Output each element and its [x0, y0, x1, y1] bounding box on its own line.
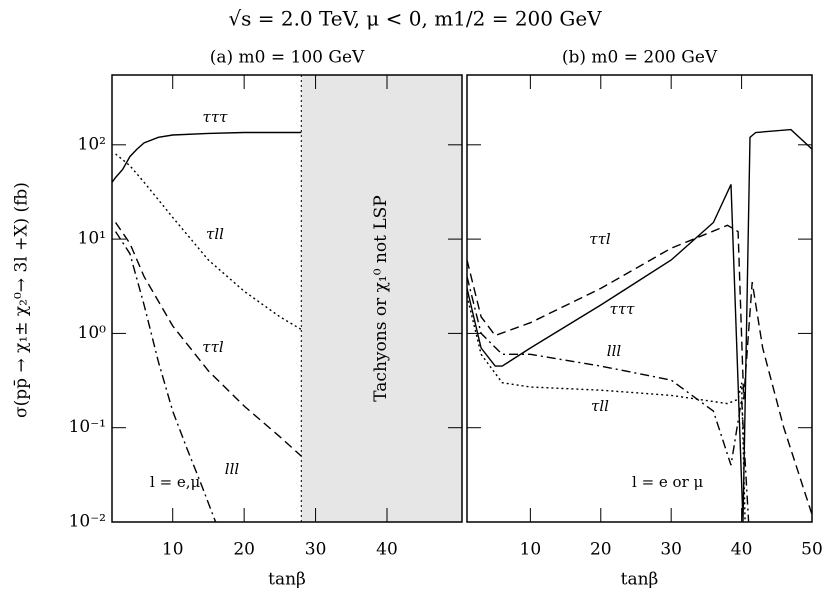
x-axis-label: tanβ	[268, 570, 306, 590]
series-label: lll	[225, 460, 240, 478]
panel-title: (a) m0 = 100 GeV	[210, 48, 365, 68]
series-label: ττl	[589, 230, 611, 248]
panel-title: (b) m0 = 200 GeV	[562, 48, 718, 68]
annotation: l = e or μ	[632, 473, 704, 491]
x-tick-label: 20	[590, 540, 612, 560]
plot-frame	[111, 74, 463, 523]
series-line	[112, 131, 302, 183]
x-axis-label: tanβ	[621, 570, 659, 590]
y-axis-label: σ(pp̄ → χ₁± χ₂⁰→ 3l +X) (fb)	[12, 182, 32, 418]
series-label: τττ	[610, 300, 636, 318]
series-label: τll	[206, 225, 224, 243]
x-tick-label: 30	[660, 540, 682, 560]
series-label: τττ	[203, 108, 229, 126]
series-line	[115, 222, 302, 457]
series-line	[115, 153, 302, 331]
x-tick-label: 40	[376, 540, 398, 560]
x-tick-label: 20	[233, 540, 255, 560]
y-tick-label: 10²	[78, 134, 106, 154]
y-tick-label: 10⁻²	[69, 512, 106, 532]
series-line	[467, 295, 746, 522]
y-tick-label: 10¹	[78, 229, 106, 249]
region-label: Tachyons or χ₁⁰ not LSP	[371, 195, 391, 401]
series-label: lll	[607, 342, 622, 360]
series-line	[115, 231, 217, 522]
series-label: τll	[591, 397, 609, 415]
chart-title: √s = 2.0 TeV, μ < 0, m1/2 = 200 GeV	[228, 7, 602, 31]
y-tick-label: 10⁰	[78, 323, 107, 343]
x-tick-label: 30	[305, 540, 327, 560]
annotation: l = e,μ	[150, 473, 201, 491]
plot-frame	[466, 74, 813, 523]
series-label: ττl	[202, 338, 224, 356]
x-tick-label: 50	[801, 540, 823, 560]
x-tick-label: 10	[520, 540, 542, 560]
series-line	[467, 224, 812, 515]
y-tick-label: 10⁻¹	[69, 417, 106, 437]
x-tick-label: 10	[162, 540, 184, 560]
x-tick-label: 40	[731, 540, 753, 560]
shaded-region	[301, 75, 462, 522]
series-line	[467, 128, 812, 522]
series-line	[467, 276, 750, 522]
